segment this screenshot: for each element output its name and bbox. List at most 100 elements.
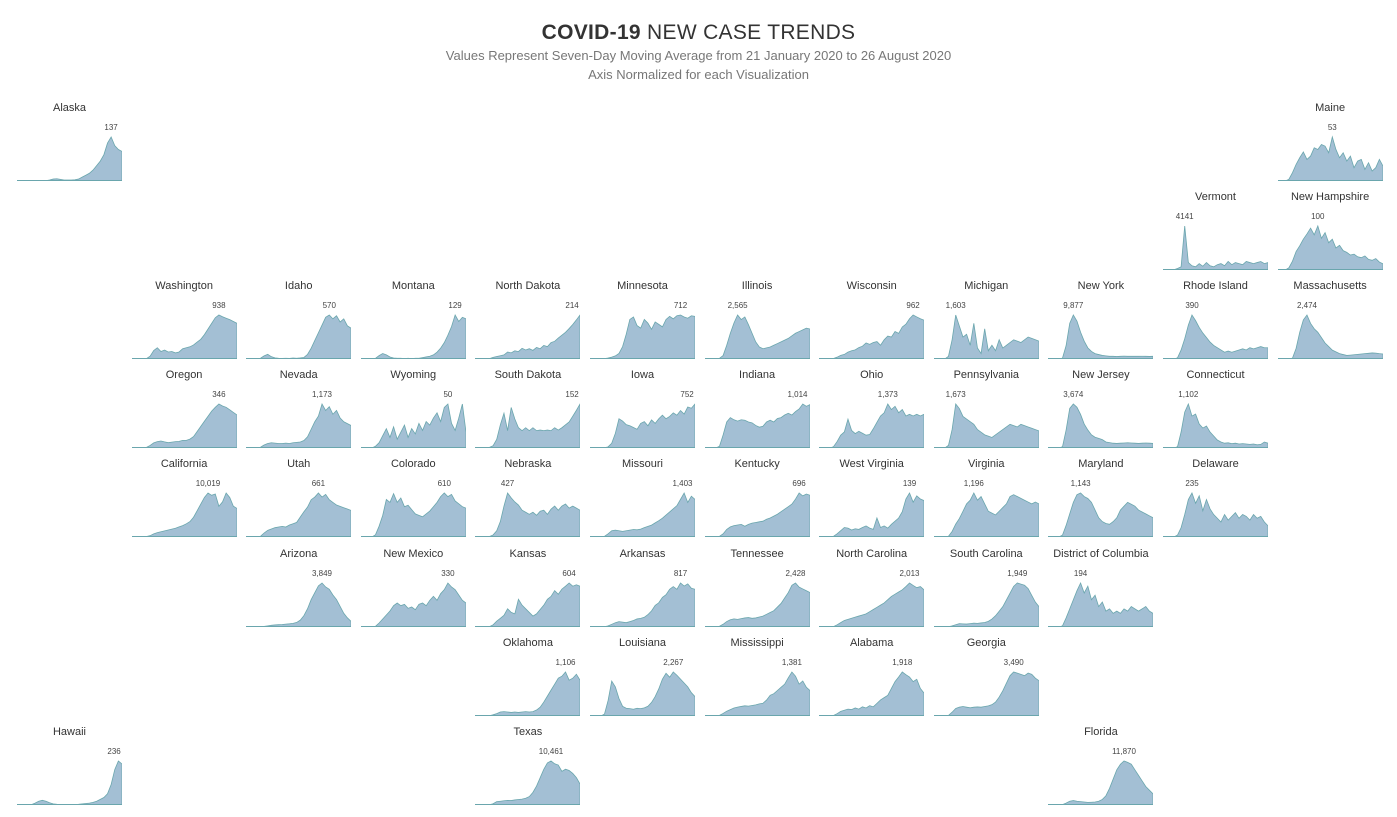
state-name: New Jersey bbox=[1072, 369, 1130, 382]
state-name: Alaska bbox=[52, 102, 87, 114]
peak-value-label: 938 bbox=[212, 301, 226, 310]
chart-header: COVID-19 NEW CASE TRENDS Values Represen… bbox=[0, 0, 1397, 84]
series-area bbox=[704, 314, 810, 360]
peak-value-label: 2,267 bbox=[663, 658, 684, 667]
state-chart: Ohio 1,373 bbox=[819, 368, 925, 457]
peak-value-label: 427 bbox=[501, 479, 515, 488]
peak-value-label: 129 bbox=[448, 301, 462, 310]
state-name: Idaho bbox=[284, 280, 313, 293]
series-area bbox=[1277, 135, 1383, 181]
state-chart: Michigan 1,603 bbox=[933, 279, 1039, 368]
peak-value-label: 3,674 bbox=[1064, 390, 1085, 399]
state-name: Pennsylvania bbox=[953, 369, 1020, 382]
state-name: Nebraska bbox=[504, 458, 552, 471]
state-chart: Kansas 604 bbox=[475, 547, 581, 636]
state-chart: Connecticut 1,102 bbox=[1163, 368, 1268, 457]
state-chart: Massachusetts 2,474 bbox=[1277, 279, 1383, 368]
series-area bbox=[933, 492, 1039, 538]
peak-value-label: 2,565 bbox=[727, 301, 748, 310]
state-name: Colorado bbox=[390, 458, 436, 471]
peak-value-label: 3,490 bbox=[1003, 658, 1024, 667]
peak-value-label: 1,102 bbox=[1178, 390, 1199, 399]
series-area bbox=[360, 403, 466, 449]
chart-subtitle: Values Represent Seven-Day Moving Averag… bbox=[445, 48, 952, 63]
state-name: North Carolina bbox=[836, 547, 908, 560]
peak-value-label: 1,143 bbox=[1071, 479, 1092, 488]
state-chart: Virginia 1,196 bbox=[933, 457, 1039, 546]
sparkline-area-chart: 100 bbox=[1277, 212, 1383, 271]
sparkline-area-chart: 752 bbox=[590, 390, 695, 449]
peak-value-label: 53 bbox=[1327, 123, 1336, 132]
state-name: Alabama bbox=[849, 636, 894, 649]
chart-title-bold: COVID-19 bbox=[541, 21, 641, 44]
series-area bbox=[933, 315, 1039, 360]
state-chart: Wyoming 50 bbox=[360, 368, 466, 457]
series-area bbox=[819, 403, 925, 449]
series-area bbox=[131, 492, 237, 538]
state-chart: Missouri 1,403 bbox=[590, 457, 695, 546]
sparkline-area-chart: 1,918 bbox=[819, 658, 925, 716]
chart-axis-note: Axis Normalized for each Visualization bbox=[588, 67, 809, 82]
peak-value-label: 2,428 bbox=[785, 569, 806, 578]
series-area bbox=[360, 581, 466, 627]
state-name: Louisiana bbox=[618, 636, 667, 649]
series-area bbox=[360, 314, 466, 360]
peak-value-label: 661 bbox=[312, 479, 326, 488]
sparkline-area-chart: 50 bbox=[360, 390, 466, 449]
sparkline-area-chart: 330 bbox=[360, 569, 466, 627]
peak-value-label: 1,196 bbox=[964, 479, 985, 488]
state-name: Nevada bbox=[279, 369, 318, 382]
sparkline-area-chart: 10,461 bbox=[475, 747, 581, 805]
series-area bbox=[1163, 314, 1268, 360]
peak-value-label: 1,949 bbox=[1007, 569, 1028, 578]
sparkline-area-chart: 938 bbox=[131, 301, 237, 360]
series-area bbox=[1277, 314, 1383, 360]
peak-value-label: 1,014 bbox=[787, 390, 808, 399]
peak-value-label: 962 bbox=[907, 301, 921, 310]
series-area bbox=[819, 671, 925, 716]
series-area bbox=[590, 581, 695, 627]
sparkline-area-chart: 9,877 bbox=[1048, 301, 1154, 360]
sparkline-area-chart: 1,102 bbox=[1163, 390, 1268, 449]
series-area bbox=[475, 581, 581, 627]
state-chart: Indiana 1,014 bbox=[704, 368, 810, 457]
sparkline-area-chart: 1,373 bbox=[819, 390, 925, 449]
peak-value-label: 152 bbox=[566, 390, 580, 399]
state-chart: Alabama 1,918 bbox=[819, 636, 925, 725]
state-name: Oregon bbox=[165, 369, 203, 382]
state-name: Vermont bbox=[1195, 191, 1236, 204]
sparkline-area-chart: 610 bbox=[360, 479, 466, 538]
peak-value-label: 9,877 bbox=[1064, 301, 1085, 310]
state-name: North Dakota bbox=[495, 280, 561, 293]
series-area bbox=[475, 492, 581, 538]
sparkline-area-chart: 1,603 bbox=[933, 301, 1039, 360]
sparkline-area-chart: 235 bbox=[1163, 479, 1268, 538]
series-area bbox=[590, 670, 695, 716]
series-area bbox=[819, 314, 925, 360]
state-name: Wisconsin bbox=[846, 280, 897, 293]
state-chart: Oregon 346 bbox=[131, 368, 237, 457]
sparkline-area-chart: 129 bbox=[360, 301, 466, 360]
state-chart: West Virginia 139 bbox=[819, 457, 925, 546]
state-chart: Maryland 1,143 bbox=[1048, 457, 1154, 546]
state-name: Delaware bbox=[1192, 458, 1239, 471]
chart-title: COVID-19 NEW CASE TRENDS bbox=[0, 20, 1397, 46]
series-area bbox=[1048, 403, 1154, 449]
series-area bbox=[590, 492, 695, 538]
state-chart: Rhode Island 390 bbox=[1163, 279, 1268, 368]
state-chart: Washington 938 bbox=[131, 279, 237, 368]
state-chart: Louisiana 2,267 bbox=[590, 636, 695, 725]
state-chart: Texas 10,461 bbox=[475, 725, 581, 814]
series-area bbox=[1163, 403, 1268, 449]
state-chart: New Jersey 3,674 bbox=[1048, 368, 1154, 457]
peak-value-label: 235 bbox=[1185, 479, 1199, 488]
series-area bbox=[17, 136, 122, 181]
peak-value-label: 11,870 bbox=[1112, 747, 1136, 756]
peak-value-label: 390 bbox=[1185, 301, 1199, 310]
peak-value-label: 50 bbox=[443, 390, 452, 399]
peak-value-label: 1,373 bbox=[878, 390, 899, 399]
series-area bbox=[1277, 224, 1383, 271]
series-area bbox=[819, 492, 925, 538]
peak-value-label: 330 bbox=[441, 569, 455, 578]
